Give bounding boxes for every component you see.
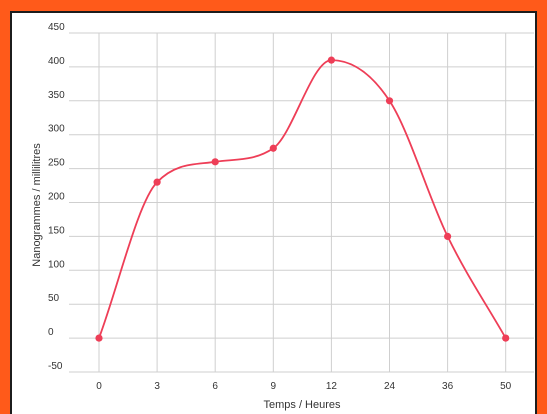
y-axis-title: Nanogrammes / millilitres bbox=[31, 143, 43, 267]
data-point bbox=[211, 158, 219, 166]
y-axis-ticks: -50 0 50 100 150 200 250 300 350 400 450 bbox=[48, 22, 65, 372]
y-tick-label: 0 bbox=[48, 327, 54, 338]
y-tick-label: 250 bbox=[48, 158, 65, 169]
y-tick-label: 400 bbox=[48, 56, 65, 67]
y-tick-label: 150 bbox=[48, 225, 65, 236]
series-line bbox=[98, 59, 507, 339]
y-tick-label: 450 bbox=[48, 22, 65, 33]
x-tick-label: 50 bbox=[500, 381, 512, 392]
x-tick-label: 0 bbox=[96, 381, 102, 392]
y-tick-label: 50 bbox=[48, 293, 60, 304]
data-point bbox=[444, 232, 452, 240]
data-point bbox=[502, 334, 510, 342]
x-tick-label: 6 bbox=[212, 381, 218, 392]
x-axis-title: Temps / Heures bbox=[263, 399, 341, 411]
data-point bbox=[385, 97, 394, 105]
y-tick-label: -50 bbox=[48, 361, 63, 372]
data-point bbox=[153, 178, 161, 186]
x-tick-label: 24 bbox=[384, 381, 396, 392]
grid bbox=[69, 32, 534, 373]
x-tick-label: 36 bbox=[442, 381, 454, 392]
data-point bbox=[327, 56, 335, 64]
data-point bbox=[269, 144, 277, 152]
x-tick-label: 12 bbox=[326, 381, 338, 392]
y-tick-label: 100 bbox=[48, 259, 65, 270]
x-tick-label: 3 bbox=[154, 381, 160, 392]
y-tick-label: 350 bbox=[48, 90, 65, 101]
data-point bbox=[95, 334, 103, 342]
x-tick-label: 9 bbox=[271, 381, 277, 392]
x-axis-ticks: 0 3 6 9 12 24 36 50 bbox=[96, 381, 511, 392]
y-tick-label: 300 bbox=[48, 124, 65, 135]
data-points bbox=[95, 56, 510, 342]
y-tick-label: 200 bbox=[48, 192, 65, 203]
